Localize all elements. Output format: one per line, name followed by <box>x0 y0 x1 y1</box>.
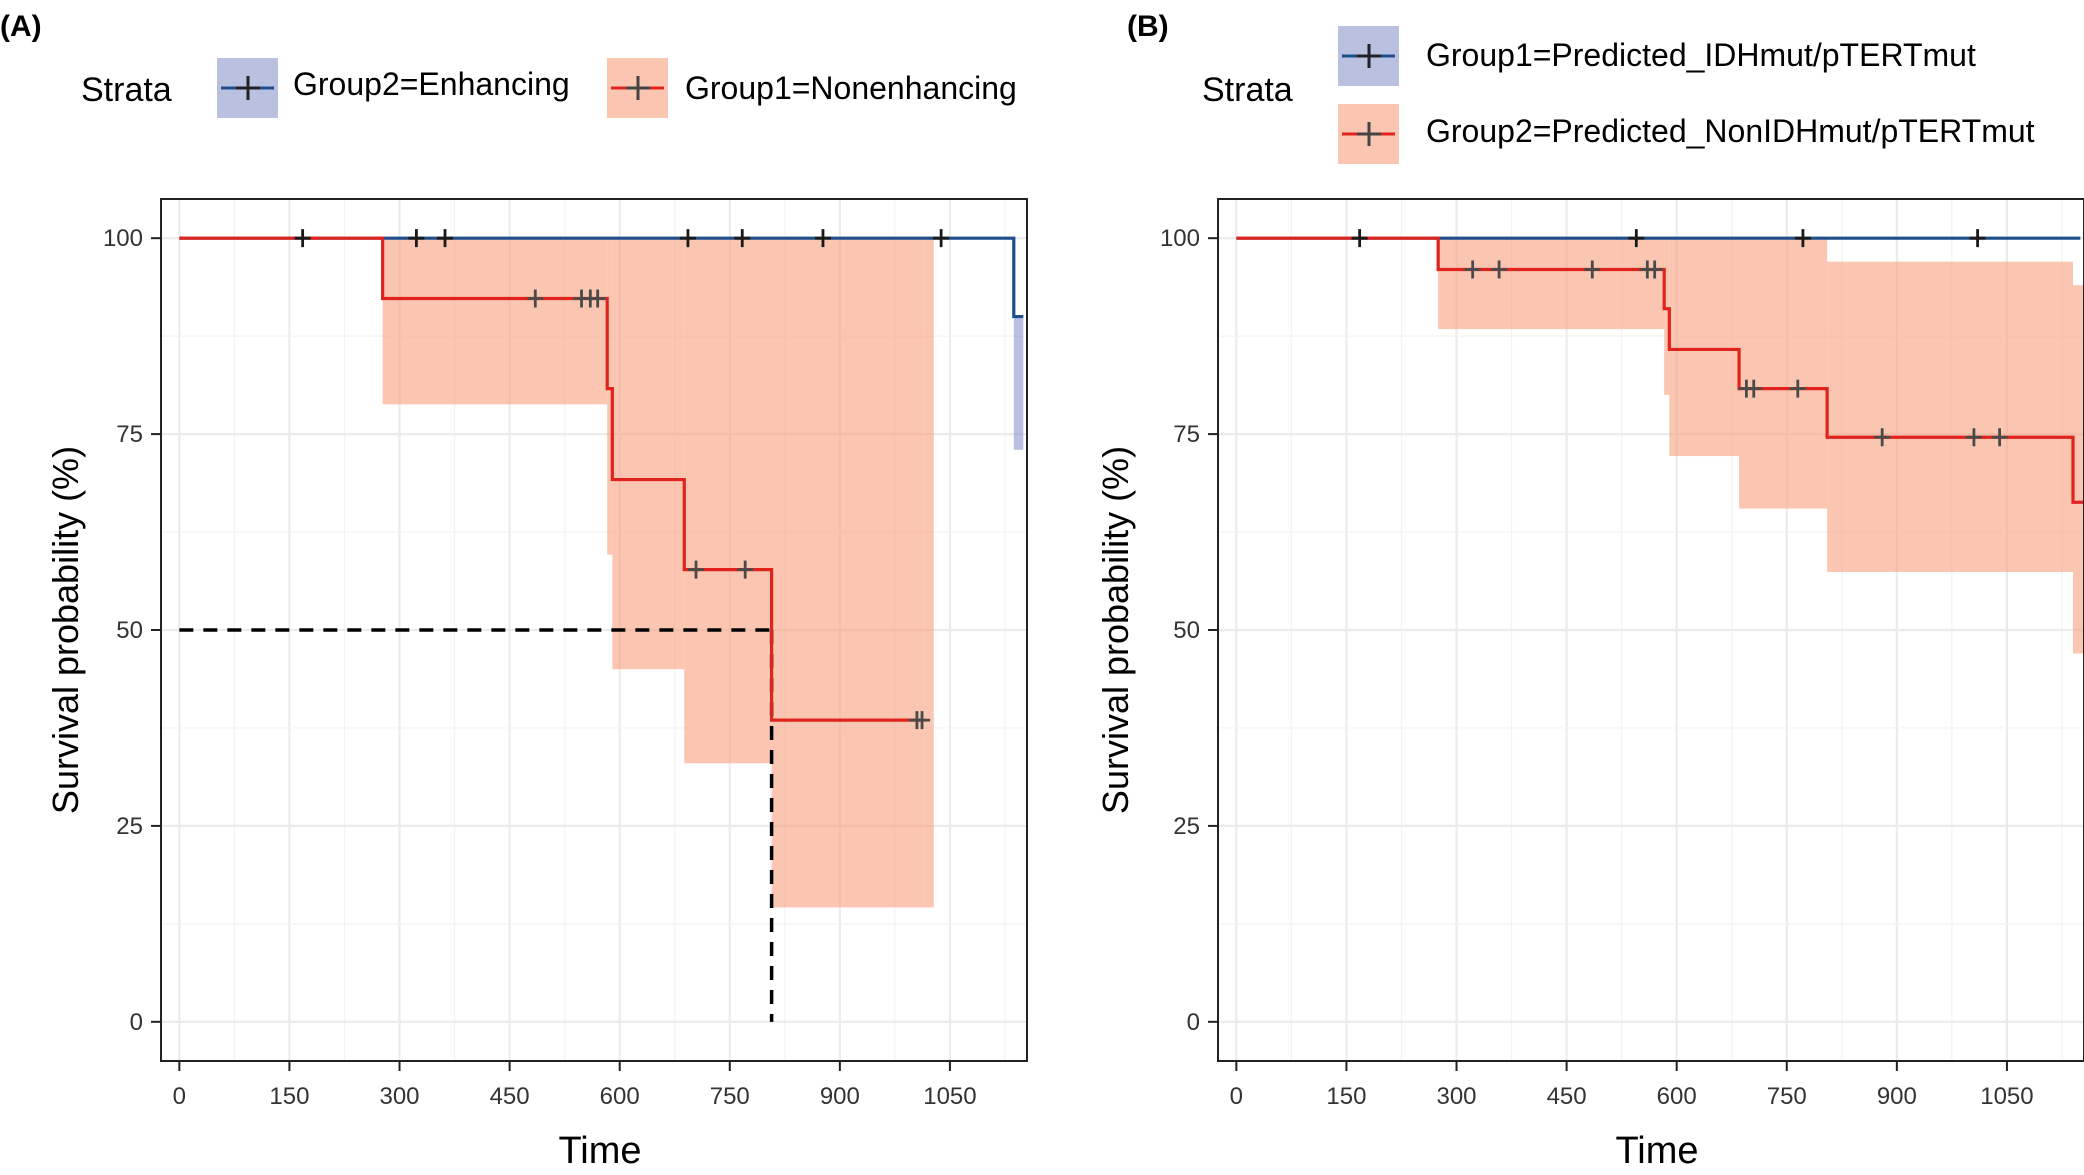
panel-a-censor-marks <box>294 229 950 730</box>
x-tick-label: 0 <box>1230 1083 1243 1110</box>
panel-a-ci-band-series-2 <box>771 238 925 908</box>
panel-a-ci-band-series-2 <box>924 238 934 908</box>
panel-b-censor-mark-series-2 <box>1991 428 2008 447</box>
panel-b-censor-mark-series-1 <box>1351 229 1368 248</box>
y-tick-label: 50 <box>1173 617 1200 644</box>
panel-b-censor-marks <box>1351 229 2008 447</box>
panel-b-x-axis-title: Time <box>1615 1130 1698 1172</box>
panel-b-y-axis: 0 25 50 75 100 <box>1160 225 1218 1036</box>
panel-b-censor-mark-series-1 <box>1628 229 1645 248</box>
panel-b-ci-band-series-2 <box>1827 261 2073 573</box>
y-tick-label: 50 <box>116 617 143 644</box>
panel-b-censor-mark-series-1 <box>1969 229 1986 248</box>
panel-a-survival-curves <box>179 236 1024 722</box>
panel-a-x-axis-title: Time <box>558 1130 641 1172</box>
panel-b-censor-mark-series-2 <box>1874 428 1891 447</box>
panel-a-label: (A) <box>0 10 42 43</box>
panel-a-censor-mark-series-1 <box>294 229 311 248</box>
panel-b-censor-mark-series-2 <box>1745 379 1762 398</box>
panel-a-legend-label-1: Group2=Enhancing <box>293 66 570 102</box>
panel-b-legend-key-2 <box>1338 104 1399 164</box>
panel-b-ci-band-series-2 <box>1669 238 1740 457</box>
y-tick-label: 25 <box>116 813 143 840</box>
panel-b-gridlines <box>1218 199 2084 1061</box>
x-tick-label: 300 <box>1436 1083 1476 1110</box>
panel-a-censor-mark-series-1 <box>408 229 425 248</box>
panel-a-median-line <box>179 628 774 1022</box>
panel-a-censor-mark-series-1 <box>933 229 950 248</box>
x-tick-label: 900 <box>820 1083 860 1110</box>
panel-a-legend-key-2 <box>607 58 668 118</box>
panel-b-censor-mark-series-2 <box>1491 260 1508 279</box>
panel-b-censor-mark-series-2 <box>1584 260 1601 279</box>
panel-b-censor-mark-series-2 <box>1646 260 1663 279</box>
x-tick-label: 600 <box>600 1083 640 1110</box>
x-tick-label: 1050 <box>1980 1083 2033 1110</box>
panel-b-censor-mark-series-2 <box>1464 260 1481 279</box>
panel-a-x-axis: 0 150 300 450 600 750 900 1050 <box>173 1061 977 1110</box>
panel-b-legend-title: Strata <box>1202 71 1293 109</box>
panel-a-censor-mark-series-2 <box>527 289 544 308</box>
panel-b-x-axis: 0 150 300 450 600 750 900 1050 <box>1230 1061 2034 1110</box>
x-tick-label: 750 <box>1767 1083 1807 1110</box>
panel-a-y-axis: 0 25 50 75 100 <box>103 225 161 1036</box>
panel-a-ci-band-series-2 <box>607 238 613 555</box>
y-tick-label: 100 <box>1160 225 1200 252</box>
panel-a-legend-key-1 <box>217 58 278 118</box>
panel-a-legend-title: Strata <box>81 71 172 109</box>
panel-a-censor-mark-series-1 <box>437 229 454 248</box>
panel-b-ci-band-series-2 <box>2072 285 2084 654</box>
x-tick-label: 900 <box>1877 1083 1917 1110</box>
x-tick-label: 300 <box>379 1083 419 1110</box>
panel-b-y-axis-title: Survival probability (%) <box>1095 446 1136 814</box>
panel-b-confidence-bands <box>1438 238 2084 654</box>
x-tick-label: 450 <box>1547 1083 1587 1110</box>
x-tick-label: 150 <box>269 1083 309 1110</box>
panel-b-ci-band-series-2 <box>1438 238 1665 330</box>
panel-b-legend-label-1: Group1=Predicted_IDHmut/pTERTmut <box>1426 37 1976 73</box>
y-tick-label: 75 <box>116 421 143 448</box>
y-tick-label: 75 <box>1173 421 1200 448</box>
panel-b-censor-mark-series-1 <box>1794 229 1811 248</box>
y-tick-label: 25 <box>1173 813 1200 840</box>
panel-a-censor-mark-series-1 <box>679 229 696 248</box>
panel-b-ci-band-series-2 <box>1664 238 1670 395</box>
y-tick-label: 0 <box>1187 1009 1200 1036</box>
panel-a-legend-label-2: Group1=Nonenhancing <box>685 70 1017 106</box>
panel-a-censor-mark-series-2 <box>688 560 705 579</box>
panel-b-censor-mark-series-2 <box>1965 428 1982 447</box>
panel-a-y-axis-title: Survival probability (%) <box>45 446 86 814</box>
panel-a-censor-mark-series-1 <box>734 229 751 248</box>
x-tick-label: 450 <box>490 1083 530 1110</box>
x-tick-label: 750 <box>710 1083 750 1110</box>
panel-a-ci-band-series-1 <box>1013 316 1024 450</box>
y-tick-label: 100 <box>103 225 143 252</box>
panel-b-censor-mark-series-2 <box>1789 379 1806 398</box>
panel-a-survival-curve-series-1 <box>179 236 1024 319</box>
panel-b: (B) Strata Group1=Predicted_IDHmut/pTERT… <box>1095 10 2084 1172</box>
panel-a-confidence-bands <box>382 238 1024 908</box>
panel-a-censor-mark-series-2 <box>589 289 606 308</box>
panel-b-legend-key-1 <box>1338 26 1399 86</box>
panel-b-legend-label-2: Group2=Predicted_NonIDHmut/pTERTmut <box>1426 113 2035 149</box>
panel-a-censor-mark-series-1 <box>814 229 831 248</box>
panel-a-censor-mark-series-2 <box>737 560 754 579</box>
panel-a-censor-mark-series-2 <box>914 711 931 730</box>
x-tick-label: 1050 <box>923 1083 976 1110</box>
x-tick-label: 0 <box>173 1083 186 1110</box>
panel-a: (A) Strata Group2=Enhancing Group1=Nonen… <box>0 10 1028 1172</box>
panel-b-label: (B) <box>1127 10 1169 43</box>
panel-a-ci-band-series-2 <box>382 238 608 405</box>
panel-a-survival-curve-series-2 <box>179 236 925 722</box>
panel-a-ci-band-series-2 <box>684 238 772 764</box>
x-tick-label: 600 <box>1657 1083 1697 1110</box>
y-tick-label: 0 <box>130 1009 143 1036</box>
panel-b-ci-band-series-2 <box>1739 238 1828 509</box>
x-tick-label: 150 <box>1326 1083 1366 1110</box>
panel-a-ci-band-series-2 <box>612 238 685 670</box>
